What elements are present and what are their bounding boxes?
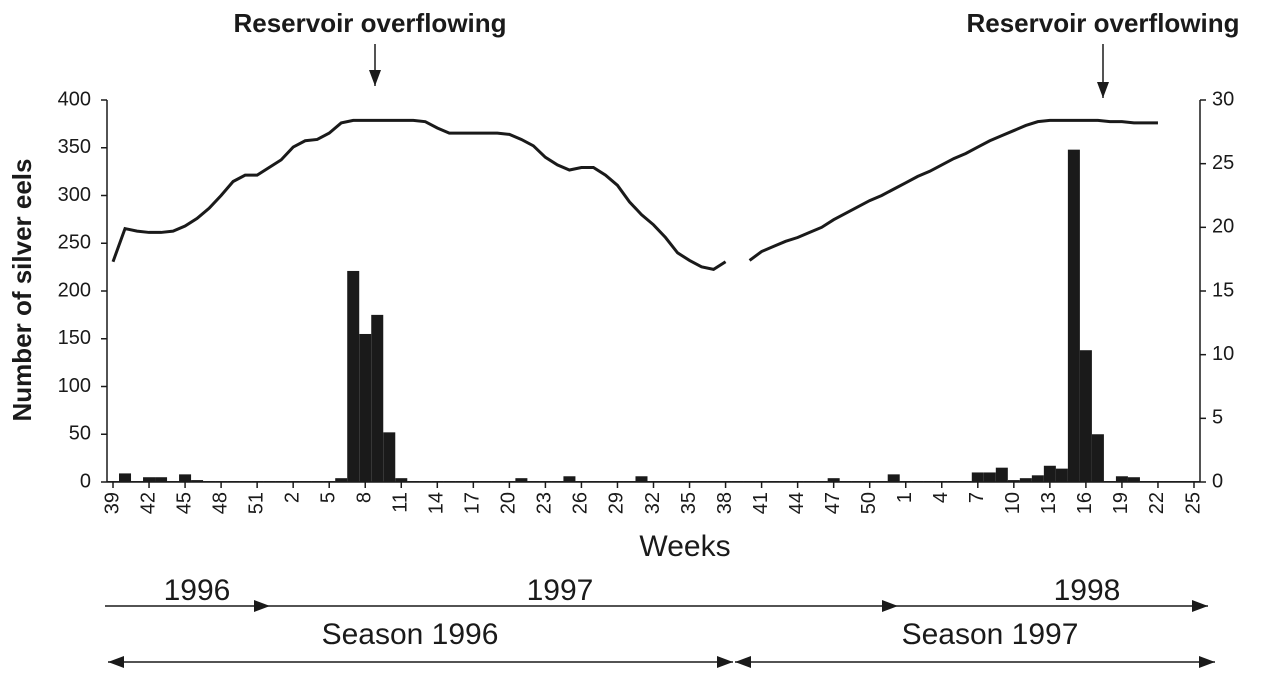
x-tick-label: 26 [570,492,592,514]
bar [1127,477,1140,482]
x-tick-label: 5 [317,492,339,503]
bar [515,478,528,482]
bar [383,432,396,482]
bar [1079,350,1092,482]
y2-tick-label: 10 [1212,343,1234,365]
x-tick-label: 45 [173,492,195,514]
x-tick-label: 11 [390,492,412,513]
y-tick-label: 350 [58,136,91,158]
bar [119,473,132,482]
bar [1067,149,1080,482]
bar [1043,465,1056,482]
x-tick-label: 8 [354,492,376,503]
x-tick-label: 47 [822,492,844,514]
year-label: 1996 [164,574,231,607]
x-tick-label: 14 [426,492,448,514]
bar [143,477,156,482]
y2-tick-label: 15 [1212,279,1234,301]
x-tick-label: 42 [137,492,159,514]
bar [995,467,1008,482]
line [111,118,1158,271]
season-label: Season 1996 [322,618,499,651]
bar [563,476,576,482]
bar [191,480,204,482]
y2-tick-label: 5 [1212,407,1223,429]
x-tick-label: 35 [678,492,700,514]
y-tick-label: 0 [80,470,91,492]
y2-tick-label: 0 [1212,470,1223,492]
bar [971,472,984,482]
y-tick-label: 100 [58,375,91,397]
bar [635,476,648,482]
x-tick-label: 2 [281,492,303,503]
bar [887,474,900,482]
bar [179,474,192,482]
bar [395,478,408,482]
bar [359,333,372,482]
y-tick-label: 250 [58,232,91,254]
x-tick-label: 17 [462,492,484,514]
bar [155,477,168,482]
x-tick-label: 25 [1182,492,1204,514]
x-tick-label: 1 [894,492,916,503]
bar [1115,476,1128,482]
x-tick-label: 44 [786,492,808,514]
x-tick-label: 29 [606,492,628,514]
x-tick-label: 10 [1002,492,1024,514]
bar [1007,480,1020,482]
x-tick-label: 19 [1110,492,1132,514]
x-tick-label: 39 [101,492,123,514]
y-tick-label: 150 [58,327,91,349]
season-label: Season 1997 [902,618,1079,651]
bar [983,472,996,482]
x-tick-label: 16 [1074,492,1096,514]
y-tick-label: 400 [58,88,91,110]
x-tick-label: 20 [498,492,520,514]
y-axis-title: Number of silver eels [7,159,37,422]
y-tick-label: 300 [58,184,91,206]
year-label: 1998 [1054,574,1121,607]
bar [827,478,840,482]
y2-tick-label: 25 [1212,152,1234,174]
x-tick-label: 41 [750,492,772,514]
x-tick-label: 48 [209,492,231,514]
x-tick-label: 7 [966,492,988,503]
x-tick-label: 4 [930,492,952,503]
annotation: Reservoir overflowing [966,8,1239,38]
x-tick-label: 23 [534,492,556,514]
x-tick-label: 38 [714,492,736,514]
y-tick-label: 200 [58,279,91,301]
bar [1031,475,1044,482]
y-tick-label: 50 [69,423,91,445]
year-label: 1997 [527,574,594,607]
x-tick-label: 13 [1038,492,1060,514]
bar [1055,468,1068,482]
y2-tick-label: 30 [1212,88,1234,110]
x-tick-label: 50 [858,492,880,514]
annotation: Reservoir overflowing [233,8,506,38]
bar [371,314,384,482]
bar [1019,478,1032,482]
x-tick-label: 22 [1146,492,1168,514]
x-tick-label: 51 [245,492,267,514]
y2-tick-label: 20 [1212,216,1234,238]
x-axis-title: Weeks [639,530,730,563]
x-tick-label: 32 [642,492,664,514]
bar [347,270,360,482]
bar [1091,434,1104,482]
bar [335,478,348,482]
